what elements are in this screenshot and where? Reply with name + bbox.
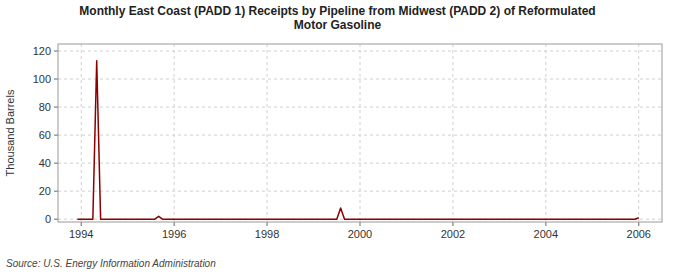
source-note: Source: U.S. Energy Information Administ…: [6, 258, 216, 269]
y-axis-label: Thousand Barrels: [4, 89, 16, 176]
data-line: [77, 61, 638, 219]
y-tick-label: 100: [33, 73, 51, 85]
y-tick: [54, 219, 58, 220]
y-tick-label: 120: [33, 45, 51, 57]
x-tick: [638, 222, 639, 226]
x-tick-label: 2002: [441, 228, 465, 240]
y-tick-label: 40: [39, 157, 51, 169]
title: Monthly East Coast (PADD 1) Receipts by …: [79, 4, 595, 32]
x-tick: [545, 222, 546, 226]
x-grid-line: [638, 44, 639, 222]
grid: [58, 44, 662, 222]
y-tick: [54, 79, 58, 80]
background: [0, 0, 675, 275]
y-tick: [54, 135, 58, 136]
plot-frame: [58, 44, 662, 222]
y-tick: [54, 107, 58, 108]
x-tick: [267, 222, 268, 226]
x-tick-label: 2006: [627, 228, 651, 240]
y-tick-label: 20: [39, 185, 51, 197]
y-tick-label: 60: [39, 129, 51, 141]
y-tick-label: 0: [45, 213, 51, 225]
y-tick: [54, 163, 58, 164]
x-tick-label: 1996: [162, 228, 186, 240]
chart: Monthly East Coast (PADD 1) Receipts by …: [0, 0, 675, 275]
x-tick: [360, 222, 361, 226]
x-grid-line: [267, 44, 268, 222]
x-grid-line: [174, 44, 175, 222]
y-tick-label: 80: [39, 101, 51, 113]
x-tick: [452, 222, 453, 226]
x-tick-label: 1998: [255, 228, 279, 240]
x-tick: [81, 222, 82, 226]
x-tick-label: 2004: [534, 228, 558, 240]
x-tick: [174, 222, 175, 226]
y-grid-line: [58, 79, 662, 80]
x-grid-line: [81, 44, 82, 222]
y-tick: [54, 191, 58, 192]
x-grid-line: [360, 44, 361, 222]
y-tick: [54, 51, 58, 52]
plot-area: [77, 61, 638, 219]
x-grid-line: [452, 44, 453, 222]
y-grid-line: [58, 163, 662, 164]
x-grid-line: [545, 44, 546, 222]
x-tick-label: 2000: [348, 228, 372, 240]
x-tick-label: 1994: [69, 228, 93, 240]
